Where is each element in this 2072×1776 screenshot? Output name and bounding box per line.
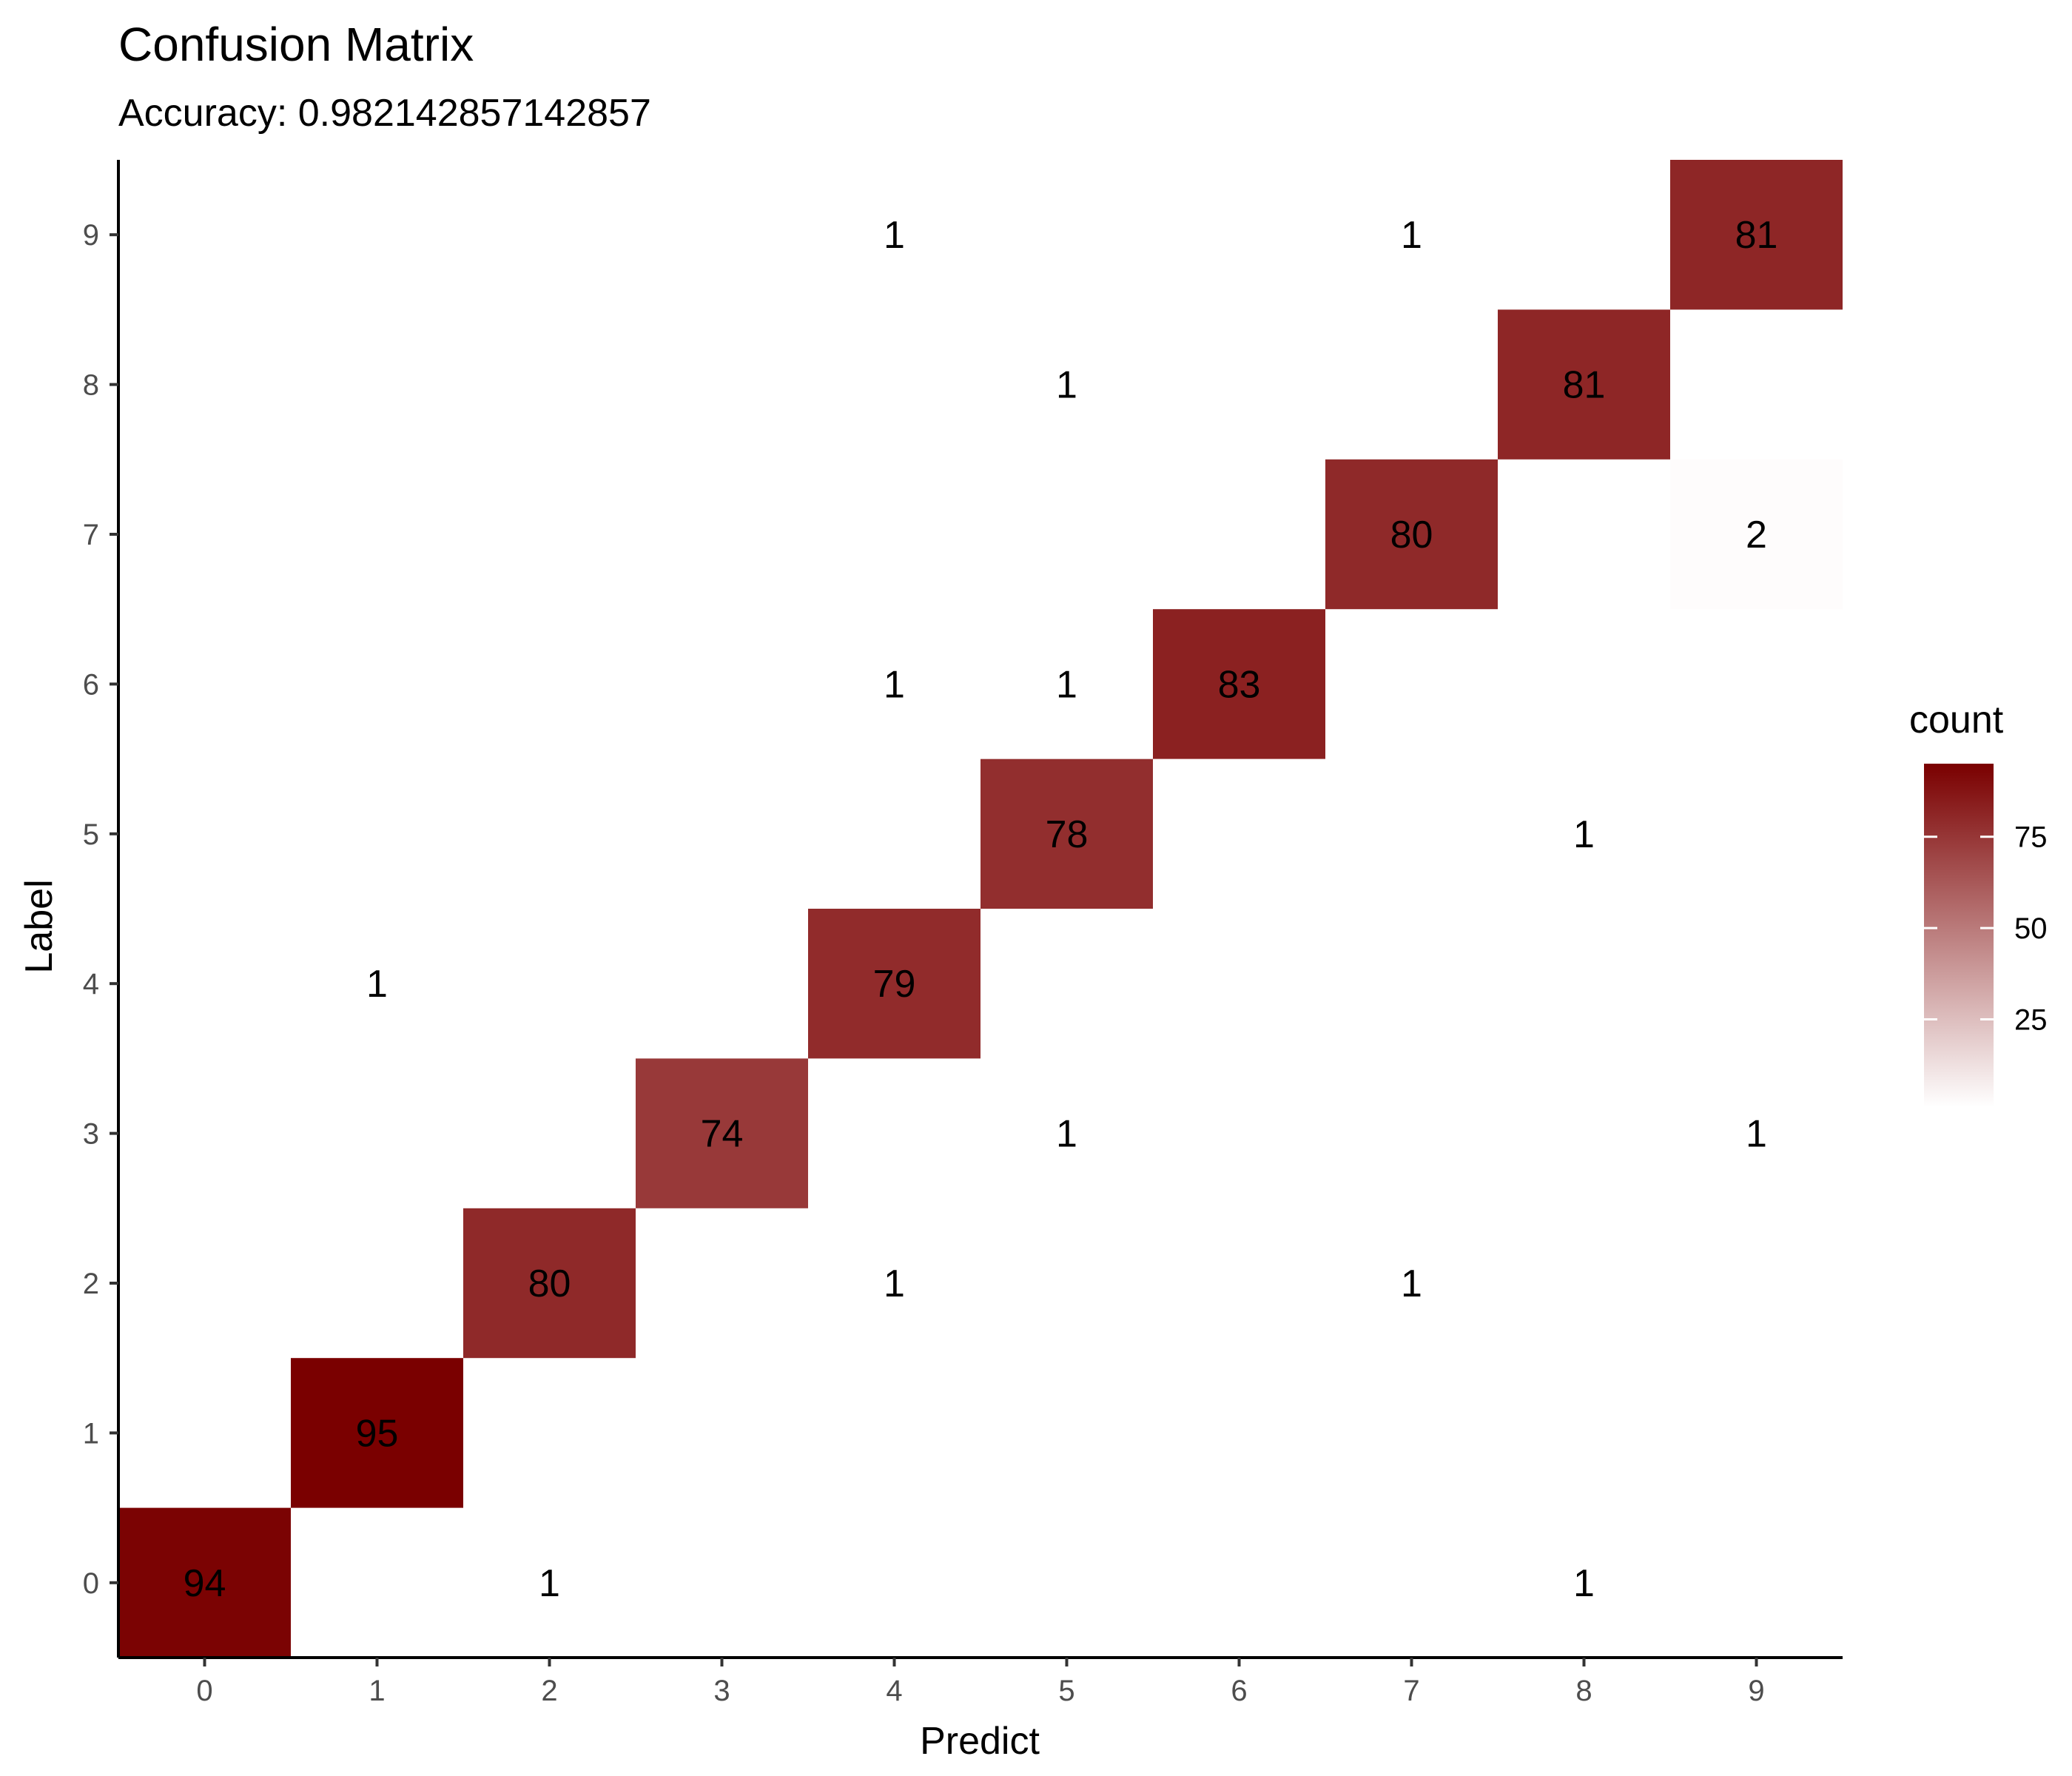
cell-count-label: 1 [366,963,388,1006]
cell-count-label: 1 [1056,663,1077,706]
cell-count-label: 95 [356,1412,399,1455]
heatmap-cell [808,160,980,310]
x-tick-label: 5 [1058,1675,1074,1707]
y-tick-label: 5 [83,818,99,851]
y-tick-label: 8 [83,369,99,402]
cell-count-label: 1 [539,1562,560,1605]
cell-count-label: 1 [884,663,905,706]
cell-count-label: 81 [1563,364,1606,407]
heatmap-cell [1670,459,1843,610]
cell-count-label: 1 [884,214,905,257]
chart-title: Confusion Matrix [118,18,474,71]
y-tick-label: 7 [83,519,99,551]
color-legend: count 25 50 75 [1909,699,2048,1107]
heatmap-cell [636,1058,808,1208]
heatmap-cell [1498,758,1670,909]
cell-count-label: 80 [1390,514,1433,556]
y-tick-label: 6 [83,668,99,701]
legend-tick-label: 75 [2014,821,2048,854]
heatmap-cell [1153,609,1325,759]
x-tick-label: 1 [369,1675,385,1707]
cell-count-label: 74 [701,1113,744,1156]
chart-subtitle: Accuracy: 0.982142857142857 [118,92,651,135]
cell-count-label: 1 [1056,364,1077,407]
x-tick-label: 9 [1748,1675,1764,1707]
heatmap-cell [980,309,1153,460]
heatmap-cell [463,1208,636,1359]
legend-title: count [1909,699,2004,741]
x-tick-label: 7 [1403,1675,1419,1707]
y-axis-title: Label [18,879,61,973]
heatmap-cell [1325,1208,1498,1359]
heatmap-cell [808,1208,980,1359]
y-tick-label: 4 [83,968,99,1000]
heatmap-cell [1670,160,1843,310]
cell-count-label: 78 [1046,813,1089,856]
x-tick-label: 6 [1231,1675,1247,1707]
x-tick-label: 3 [713,1675,730,1707]
cell-count-label: 1 [884,1262,905,1305]
heatmap-cell [980,1058,1153,1208]
x-tick-label: 0 [196,1675,212,1707]
heatmap-cell [980,609,1153,759]
heatmap-cell [1498,309,1670,460]
heatmap-cells: 94 1 1 95 80 1 1 74 1 1 1 79 78 1 1 1 83 80 2 1 81 1 1 81 [118,160,1843,1658]
x-axis-title: Predict [920,1720,1040,1763]
heatmap-cell [808,609,980,759]
x-tick-label: 4 [886,1675,902,1707]
cell-count-label: 79 [873,963,916,1006]
heatmap-cell [463,1507,636,1658]
y-tick-label: 3 [83,1118,99,1151]
cell-count-label: 2 [1746,514,1767,556]
cell-count-label: 1 [1056,1113,1077,1156]
heatmap-cell [118,1507,291,1658]
cell-count-label: 94 [184,1562,226,1605]
y-tick-label: 1 [83,1417,99,1450]
cell-count-label: 83 [1218,663,1261,706]
cell-count-label: 1 [1401,214,1422,257]
y-tick-label: 9 [83,219,99,252]
x-tick-label: 2 [541,1675,557,1707]
cell-count-label: 81 [1735,214,1778,257]
cell-count-label: 1 [1401,1262,1422,1305]
heatmap-cell [291,1358,463,1508]
cell-count-label: 1 [1746,1113,1767,1156]
heatmap-cell [1670,1058,1843,1208]
heatmap-cell [1498,1507,1670,1658]
heatmap-cell [980,758,1153,909]
y-tick-label: 2 [83,1268,99,1300]
heatmap-cell [291,909,463,1059]
legend-tick-label: 50 [2014,912,2048,945]
legend-colorbar [1924,764,1994,1107]
heatmap-cell [1325,459,1498,610]
y-tick-label: 0 [83,1567,99,1600]
cell-count-label: 1 [1573,813,1595,856]
heatmap-cell [808,909,980,1059]
cell-count-label: 1 [1573,1562,1595,1605]
cell-count-label: 80 [528,1262,571,1305]
heatmap-cell [1325,160,1498,310]
x-tick-label: 8 [1575,1675,1592,1707]
legend-tick-label: 25 [2014,1004,2048,1037]
